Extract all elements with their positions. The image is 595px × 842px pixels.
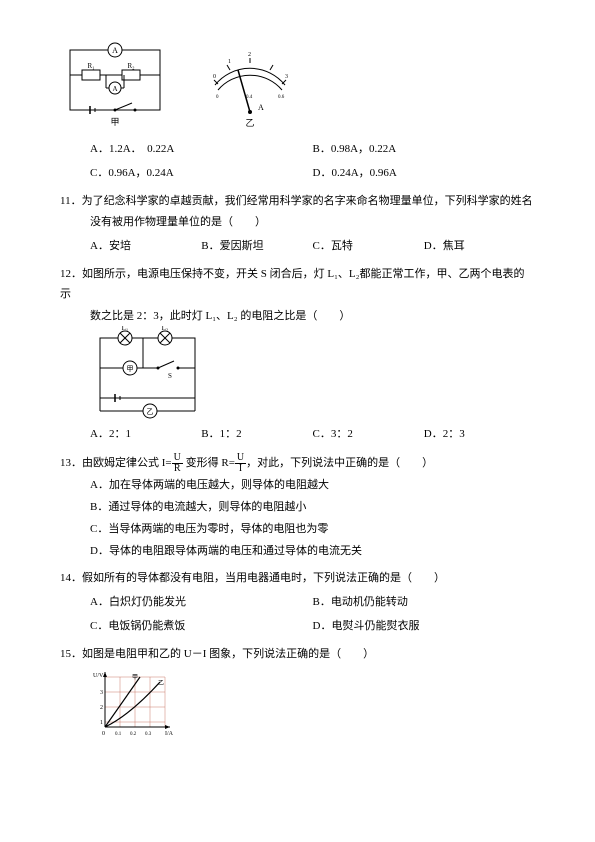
q14-opt-c: C．电饭锅仍能煮饭 (90, 617, 313, 637)
q11-options: A．安培 B．爱因斯坦 C．瓦特 D．焦耳 (90, 237, 535, 257)
svg-text:2: 2 (100, 705, 103, 711)
q14-options-row2: C．电饭锅仍能煮饭 D．电熨斗仍能熨衣服 (90, 617, 535, 637)
q14-opt-d: D．电熨斗仍能熨衣服 (313, 617, 536, 637)
svg-text:S: S (168, 372, 172, 380)
q12-options: A．2：1 B．1：2 C．3：2 D．2：3 (90, 425, 535, 445)
q10-circuit-diagram: A R₁ R₂ A 甲 (60, 40, 170, 130)
svg-text:3: 3 (100, 690, 103, 696)
q13-opt-a: A．加在导体两端的电压越大，则导体的电阻越大 (90, 476, 535, 496)
q14-options-row1: A．白炽灯仍能发光 B．电动机仍能转动 (90, 593, 535, 613)
q12-stem2: 数之比是 2：3，此时灯 L₁、L₂ 的电阻之比是（ ） (90, 307, 535, 327)
q12-opt-d: D．2：3 (424, 425, 535, 445)
svg-text:A: A (112, 46, 118, 55)
svg-text:R₁: R₁ (87, 62, 94, 70)
q12-opt-b: B．1：2 (201, 425, 312, 445)
q10-opt-a: A．1.2A． 0.22A (90, 140, 313, 160)
q13-stem-mid: 变形得 R= (183, 457, 235, 469)
q10-opt-d: D．0.24A，0.96A (313, 164, 536, 184)
q12-stem: 12．如图所示，电源电压保持不变，开关 S 闭合后，灯 L₁、L₂都能正常工作，… (60, 265, 535, 305)
q13-stem: 13．由欧姆定律公式 I=UR 变形得 R=UI，对此，下列说法中正确的是（ ） (60, 453, 535, 474)
svg-text:0.6: 0.6 (278, 95, 285, 100)
q10-figures: A R₁ R₂ A 甲 0 2 3 1 0 0.4 0.6 (60, 40, 535, 130)
svg-text:U/V: U/V (93, 673, 104, 679)
svg-text:1: 1 (100, 720, 103, 726)
q15-stem: 15．如图是电阻甲和乙的 U－I 图象，下列说法正确的是（ ） (60, 645, 535, 665)
q10-ammeter-diagram: 0 2 3 1 0 0.4 0.6 A 乙 (200, 40, 300, 130)
q12-opt-c: C．3：2 (313, 425, 424, 445)
svg-text:I/A: I/A (165, 731, 174, 737)
svg-text:A: A (258, 103, 264, 112)
q14-opt-b: B．电动机仍能转动 (313, 593, 536, 613)
q13-stem-post: ，对此，下列说法中正确的是（ ） (246, 457, 433, 469)
q11-opt-b: B．爱因斯坦 (201, 237, 312, 257)
svg-text:甲: 甲 (110, 117, 119, 127)
svg-text:0.3: 0.3 (145, 732, 152, 737)
svg-text:1: 1 (228, 59, 231, 65)
q14-stem: 14．假如所有的导体都没有电阻，当用电器通电时，下列说法正确的是（ ） (60, 569, 535, 589)
q11-opt-d: D．焦耳 (424, 237, 535, 257)
svg-text:0: 0 (213, 74, 216, 80)
svg-text:L₂: L₂ (162, 326, 169, 332)
q11-stem: 11．为了纪念科学家的卓越贡献，我们经常用科学家的名字来命名物理量单位，下列科学… (60, 192, 535, 212)
svg-text:0.1: 0.1 (115, 732, 122, 737)
svg-text:乙: 乙 (245, 118, 254, 128)
q13-opt-c: C．当导体两端的电压为零时，导体的电阻也为零 (90, 520, 535, 540)
q12-circuit: L₁ L₂ 甲 S 乙 (90, 326, 535, 421)
q12-circuit-diagram: L₁ L₂ 甲 S 乙 (90, 326, 210, 421)
svg-text:L₁: L₁ (122, 326, 129, 332)
q13-opt-b: B．通过导体的电流越大，则导体的电阻越小 (90, 498, 535, 518)
q13-opt-d: D．导体的电阻跟导体两端的电压和通过导体的电流无关 (90, 542, 535, 562)
q10-options-row1: A．1.2A． 0.22A B．0.98A，0.22A (90, 140, 535, 160)
q13-stem-pre: 13．由欧姆定律公式 I= (60, 457, 172, 469)
svg-text:2: 2 (248, 52, 251, 58)
q10-options-row2: C．0.96A，0.24A D．0.24A，0.96A (90, 164, 535, 184)
svg-text:0.2: 0.2 (130, 732, 137, 737)
q11-opt-a: A．安培 (90, 237, 201, 257)
svg-text:甲: 甲 (132, 674, 138, 681)
svg-text:R₂: R₂ (127, 62, 135, 70)
q10-opt-c: C．0.96A，0.24A (90, 164, 313, 184)
svg-text:乙: 乙 (147, 408, 154, 416)
q12-opt-a: A．2：1 (90, 425, 201, 445)
svg-text:A: A (112, 85, 117, 93)
svg-text:0: 0 (216, 95, 219, 100)
svg-text:甲: 甲 (127, 365, 134, 373)
q11-opt-c: C．瓦特 (313, 237, 424, 257)
q14-opt-a: A．白炽灯仍能发光 (90, 593, 313, 613)
q11-stem2: 没有被用作物理量单位的是（ ） (90, 213, 535, 233)
svg-text:乙: 乙 (158, 680, 164, 687)
q15-graph: 甲 乙 U/V 3 2 1 0 0.1 0.2 0.3 I/A (90, 667, 535, 747)
q13-frac1: UR (172, 453, 183, 474)
svg-text:0: 0 (102, 731, 105, 737)
svg-text:3: 3 (285, 74, 288, 80)
q10-opt-b: B．0.98A，0.22A (313, 140, 536, 160)
q15-graph-diagram: 甲 乙 U/V 3 2 1 0 0.1 0.2 0.3 I/A (90, 667, 180, 747)
q13-frac2: UI (235, 453, 246, 474)
